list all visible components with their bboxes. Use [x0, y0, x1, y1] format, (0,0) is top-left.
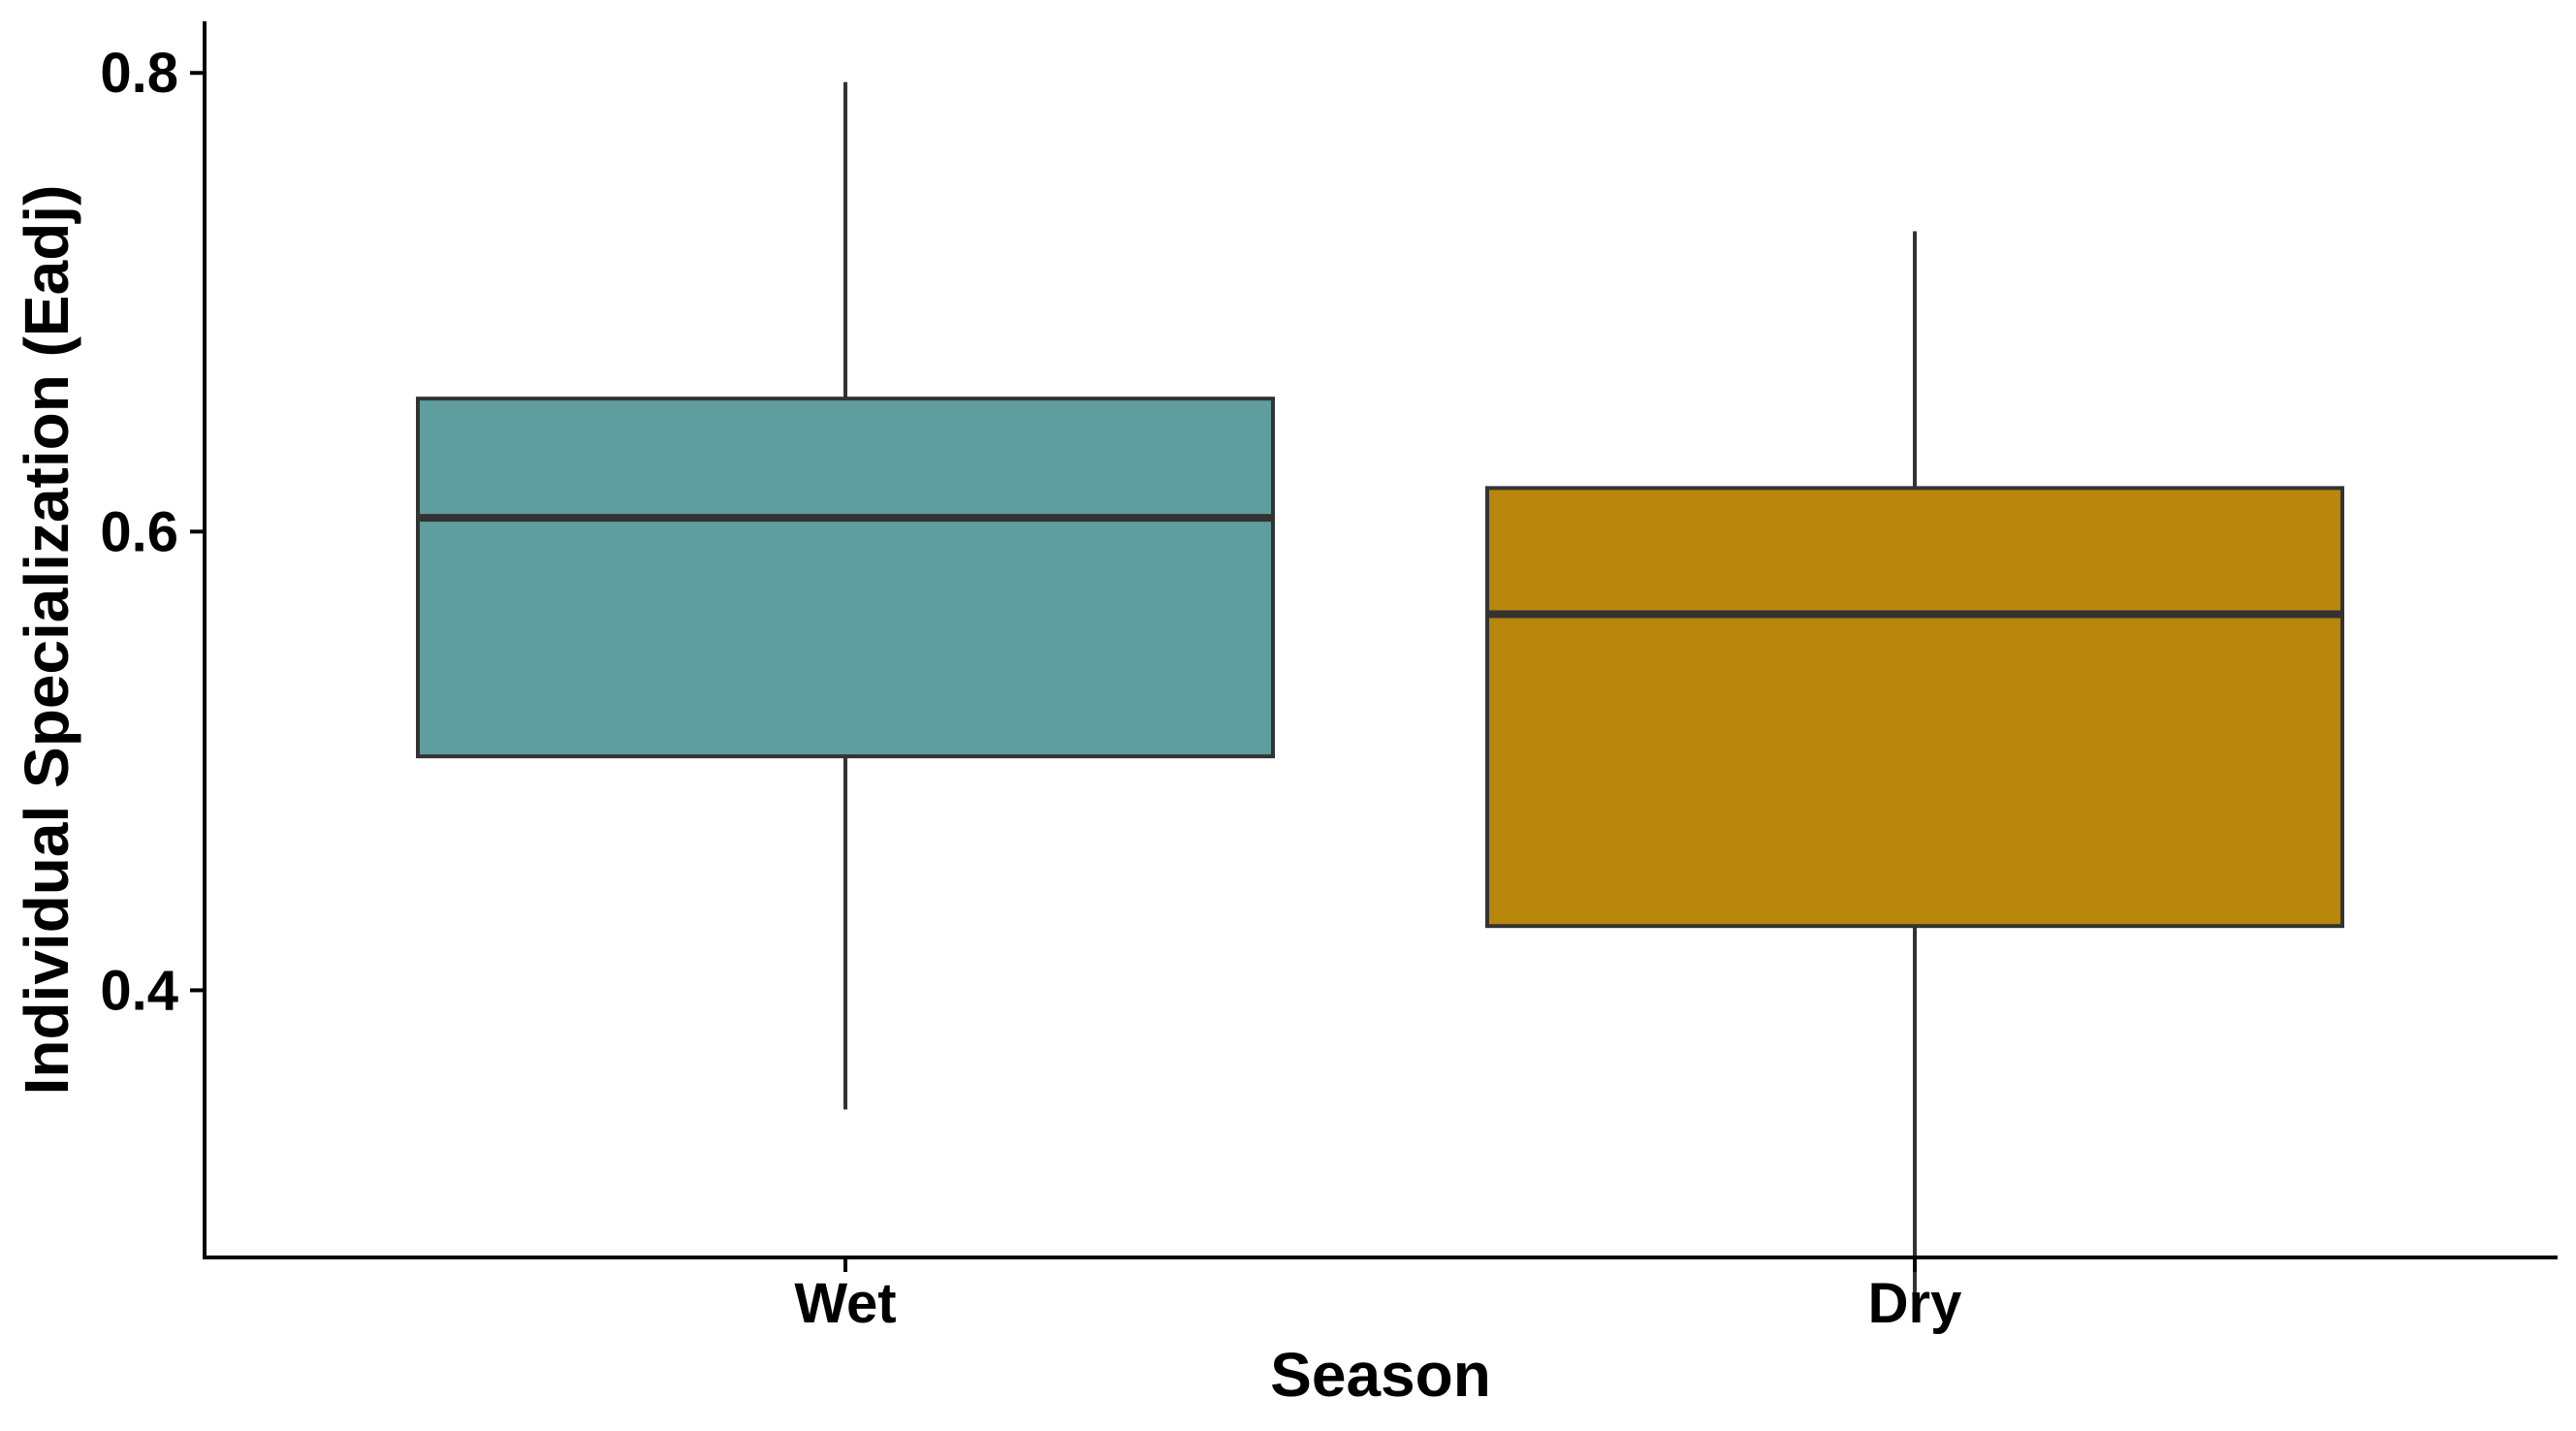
iqr-box-wet: [416, 397, 1275, 759]
box-dry: [1485, 231, 2344, 1300]
plot-area: [416, 81, 2344, 1300]
y-tick-label-0.4: 0.4: [100, 959, 178, 1022]
y-tick-label-0.6: 0.6: [100, 500, 178, 563]
x-axis-title: Season: [1270, 1340, 1491, 1410]
y-axis-title: Individual Specialization (Eadj): [12, 185, 81, 1096]
x-tick-label-dry: Dry: [1868, 1272, 1962, 1335]
axes: Season Individual Specialization (Eadj) …: [12, 21, 2558, 1410]
box-wet: [416, 81, 1275, 1110]
y-tick-label-0.8: 0.8: [100, 42, 178, 105]
iqr-box-dry: [1485, 486, 2344, 929]
x-tick-label-wet: Wet: [794, 1272, 896, 1335]
